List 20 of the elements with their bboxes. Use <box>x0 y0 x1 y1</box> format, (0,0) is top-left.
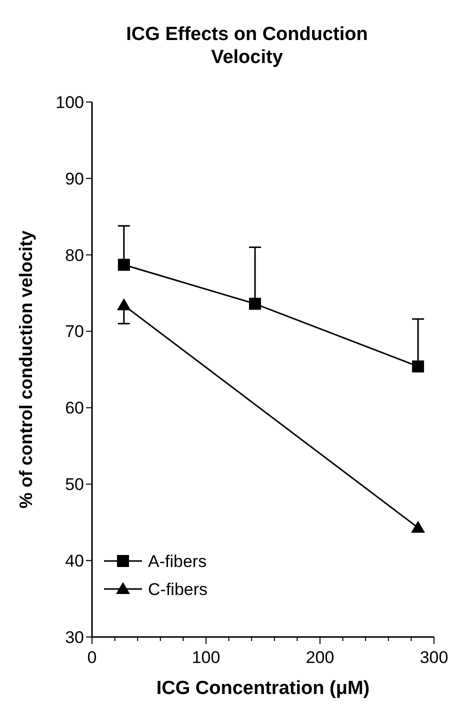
y-tick-label: 70 <box>65 322 84 342</box>
x-tick-label: 200 <box>306 648 334 667</box>
y-tick-label: 40 <box>65 552 84 571</box>
y-tick-label: 60 <box>65 398 84 418</box>
y-tick-label: 100 <box>56 92 84 112</box>
y-tick-label: 30 <box>65 628 84 647</box>
point <box>118 258 130 271</box>
point <box>249 298 262 310</box>
legend-label: C-fibers <box>148 580 208 599</box>
legend-label: A-fibers <box>148 552 207 571</box>
y-tick-label: 50 <box>65 475 84 494</box>
x-tick-label: 0 <box>87 648 97 667</box>
point <box>412 360 424 372</box>
y-tick-label: 90 <box>65 169 84 188</box>
chart-title: ICG Effects on Conduction Velocity <box>126 24 368 68</box>
y-tick-label: 80 <box>65 246 84 265</box>
x-tick-label: 300 <box>420 648 448 667</box>
y-axis-title: % of control conduction velocity <box>16 230 36 509</box>
x-axis-title: ICG Concentration (μM) <box>156 678 370 699</box>
x-tick-label: 100 <box>192 648 220 667</box>
